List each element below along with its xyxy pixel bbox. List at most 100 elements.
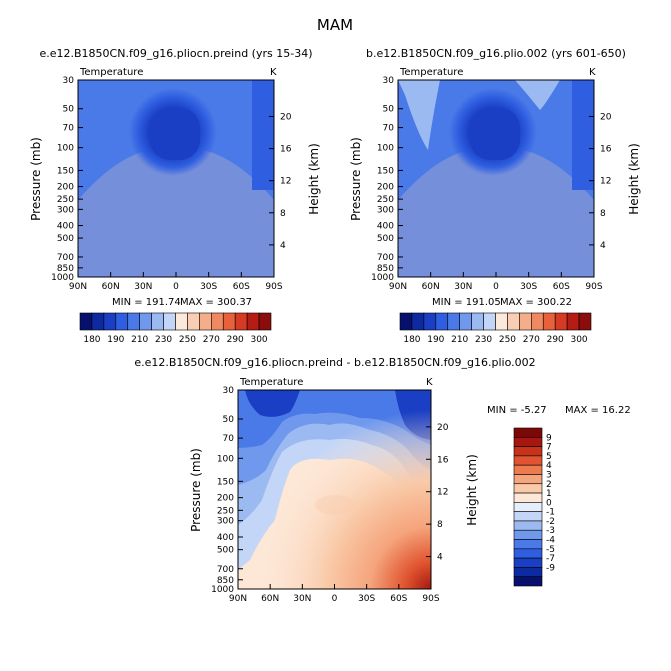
panel-2-colorbar: 180 190 210 230 250 270 290 300 xyxy=(399,312,592,345)
colorbar-swatch xyxy=(222,312,236,331)
panel-3-y2label: Height (km) xyxy=(465,454,479,525)
colorbar-label: 190 xyxy=(107,335,124,345)
colorbar-swatch xyxy=(513,492,543,503)
panel-3-title: e.e12.B1850CN.f09_g16.pliocn.preind - b.… xyxy=(134,356,535,369)
colorbar-swatch xyxy=(483,312,496,331)
panel-3-min: MIN = -5.27 xyxy=(487,405,547,416)
panel-3: e.e12.B1850CN.f09_g16.pliocn.preind - b.… xyxy=(134,356,630,604)
pressure-tick-label: 850 xyxy=(217,576,234,586)
colorbar-swatch xyxy=(513,567,543,578)
lat-tick-label: 30S xyxy=(358,594,375,604)
colorbar-swatch xyxy=(513,455,543,466)
colorbar-label: -1 xyxy=(546,508,555,518)
colorbar-label: 3 xyxy=(546,470,552,480)
pressure-tick-label: 200 xyxy=(217,494,234,504)
colorbar-swatch xyxy=(513,502,543,512)
panel-1-y2label: Height (km) xyxy=(307,143,321,214)
lat-tick-label: 60S xyxy=(390,594,407,604)
pressure-tick-label: 250 xyxy=(377,195,394,205)
pressure-tick-label: 400 xyxy=(377,222,394,232)
colorbar-label: 250 xyxy=(179,335,196,345)
pressure-tick-label: 100 xyxy=(217,454,234,464)
pressure-tick-label: 1000 xyxy=(51,273,74,283)
pressure-tick-label: 30 xyxy=(63,76,75,86)
height-tick-label: 8 xyxy=(280,209,286,219)
colorbar-label: -5 xyxy=(546,545,555,555)
panel-2-title: b.e12.B1850CN.f09_g16.plio.002 (yrs 601-… xyxy=(366,47,626,60)
colorbar-label: 2 xyxy=(546,480,552,490)
lat-tick-label: 90S xyxy=(422,594,439,604)
pressure-tick-label: 30 xyxy=(223,386,235,396)
panel-2-y2label: Height (km) xyxy=(627,143,641,214)
lat-tick-label: 30N xyxy=(454,282,472,292)
panel-2-max: MAX = 300.22 xyxy=(500,297,572,308)
colorbar-swatch xyxy=(234,312,248,331)
colorbar-swatch xyxy=(175,312,188,331)
pressure-tick-label: 70 xyxy=(223,434,235,444)
pressure-tick-label: 1000 xyxy=(371,273,394,283)
height-tick-label: 12 xyxy=(437,488,448,498)
colorbar-label: 290 xyxy=(547,335,564,345)
colorbar-swatch xyxy=(139,312,152,331)
pressure-tick-label: 30 xyxy=(383,76,395,86)
colorbar-label: 190 xyxy=(427,335,444,345)
colorbar-swatch xyxy=(513,529,543,540)
lat-tick-label: 90N xyxy=(69,282,87,292)
pressure-tick-label: 150 xyxy=(57,166,74,176)
colorbar-swatch xyxy=(115,312,129,331)
colorbar-label: -7 xyxy=(546,554,555,564)
colorbar-swatch xyxy=(447,312,460,331)
colorbar-label: 230 xyxy=(155,335,172,345)
colorbar-swatch xyxy=(187,312,200,331)
colorbar-label: 250 xyxy=(499,335,516,345)
panel-3-ylabel: Pressure (mb) xyxy=(189,448,203,532)
colorbar-swatch xyxy=(513,474,543,485)
colorbar-swatch xyxy=(199,312,212,331)
lat-tick-label: 0 xyxy=(493,282,499,292)
panel-1-title: e.e12.B1850CN.f09_g16.pliocn.preind (yrs… xyxy=(39,47,312,60)
panel-1: e.e12.B1850CN.f09_g16.pliocn.preind (yrs… xyxy=(29,47,321,345)
lat-tick-label: 60N xyxy=(261,594,279,604)
height-tick-label: 16 xyxy=(437,455,449,465)
colorbar-swatch xyxy=(513,539,543,550)
panel-1-height-axis: 20 16 12 8 4 xyxy=(269,112,292,251)
colorbar-swatch xyxy=(435,312,449,331)
panel-3-height-axis: 20 16 12 8 4 xyxy=(426,423,449,563)
height-tick-label: 4 xyxy=(437,553,443,563)
colorbar-swatch xyxy=(495,312,508,331)
colorbar-swatch xyxy=(246,312,260,331)
panel-2-field xyxy=(398,80,594,277)
pressure-tick-label: 50 xyxy=(223,415,235,425)
pressure-tick-label: 100 xyxy=(377,144,394,154)
colorbar-label: 210 xyxy=(131,335,148,345)
lat-tick-label: 60N xyxy=(422,282,440,292)
pressure-tick-label: 100 xyxy=(57,144,74,154)
pressure-tick-label: 200 xyxy=(57,183,74,193)
panel-2-ylabel: Pressure (mb) xyxy=(349,137,363,221)
lat-tick-label: 60N xyxy=(102,282,120,292)
panel-3-lat-axis: 90N 60N 30N 0 30S 60S 90S xyxy=(229,584,440,604)
panel-1-colorbar: 180 190 210 230 250 270 290 300 xyxy=(79,312,272,345)
colorbar-swatch xyxy=(566,312,580,331)
colorbar-label: 5 xyxy=(546,452,552,462)
panel-1-units: K xyxy=(270,67,277,78)
height-tick-label: 4 xyxy=(280,241,286,251)
height-tick-label: 4 xyxy=(600,241,606,251)
colorbar-swatch xyxy=(507,312,520,331)
colorbar-label: 180 xyxy=(83,335,100,345)
colorbar-swatch xyxy=(127,312,140,331)
pressure-tick-label: 700 xyxy=(217,565,234,575)
colorbar-swatch xyxy=(513,427,543,438)
lat-tick-label: 60S xyxy=(233,282,250,292)
colorbar-label: 7 xyxy=(546,443,552,453)
colorbar-swatch xyxy=(513,557,543,568)
colorbar-swatch xyxy=(91,312,105,331)
panel-3-variable: Temperature xyxy=(239,377,303,388)
height-tick-label: 20 xyxy=(600,112,612,122)
lat-tick-label: 0 xyxy=(332,594,338,604)
pressure-tick-label: 700 xyxy=(57,253,74,263)
colorbar-swatch xyxy=(542,312,556,331)
